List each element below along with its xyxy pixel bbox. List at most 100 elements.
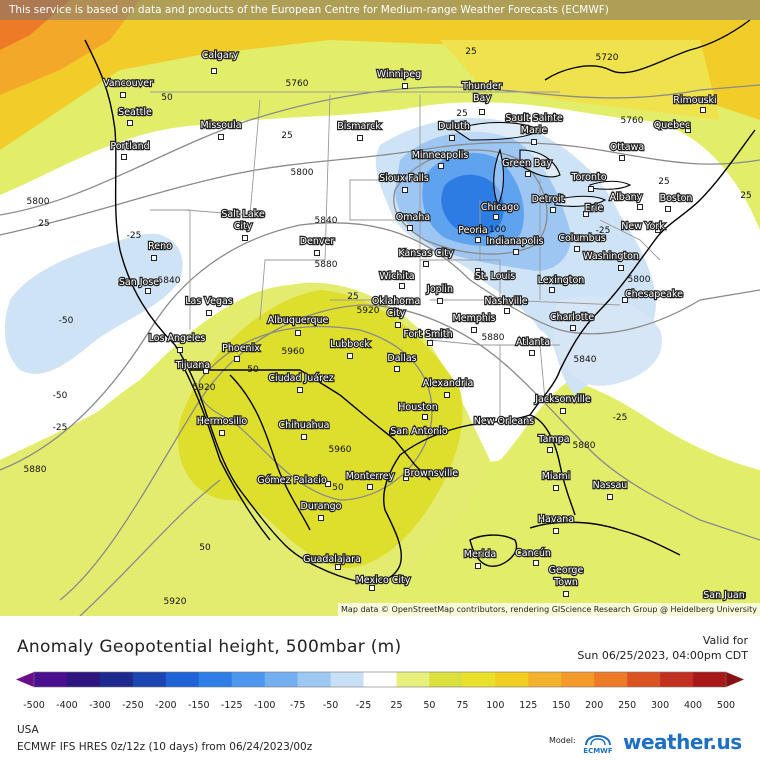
colorbar-segment — [34, 672, 68, 687]
city-marker — [295, 330, 301, 336]
ecmwf-notice: This service is based on data and produc… — [0, 0, 760, 20]
colorbar-segment — [594, 672, 628, 687]
city-label: Town — [553, 577, 578, 588]
city-marker — [127, 120, 133, 126]
city-label: Missoula — [200, 120, 241, 131]
colorbar-tick-label: 250 — [618, 700, 636, 711]
contour-label: -25 — [53, 423, 68, 433]
city-label: Sault Sainte — [505, 113, 562, 124]
contour-label: 50 — [199, 543, 211, 553]
contour-label: 5920 — [193, 383, 216, 393]
city-marker — [402, 187, 408, 193]
colorbar-segment — [495, 672, 529, 687]
colorbar-tick-label: -125 — [221, 700, 243, 711]
colorbar-tick-label: 50 — [423, 700, 435, 711]
city-label: Havana — [538, 514, 574, 525]
contour-label: 50 — [332, 483, 344, 493]
city-marker — [665, 206, 671, 212]
city-marker — [318, 515, 324, 521]
city-marker — [211, 68, 217, 74]
contour-label: 5720 — [596, 53, 619, 63]
city-label: Fort Smith — [403, 329, 452, 340]
city-label: Guadalajara — [303, 554, 361, 565]
city-label: Detroit — [532, 194, 565, 205]
city-marker — [427, 340, 433, 346]
contour-label: 5760 — [286, 79, 309, 89]
city-label: Wichita — [379, 271, 414, 282]
colorbar-tick-label: 300 — [651, 700, 669, 711]
colorbar-segment — [66, 672, 101, 687]
city-marker — [570, 325, 576, 331]
city-label: Ciudad Juárez — [268, 373, 333, 384]
city-marker — [394, 366, 400, 372]
contour-label: 25 — [740, 191, 751, 201]
city-label: Miami — [542, 471, 571, 482]
city-marker — [475, 268, 481, 274]
city-marker — [357, 135, 363, 141]
city-marker — [529, 350, 535, 356]
city-label: Tampa — [537, 434, 569, 445]
contour-label: 25 — [281, 131, 292, 141]
city-label: New York — [621, 221, 665, 232]
anomaly-25-75-band — [0, 0, 760, 150]
city-label: Ottawa — [610, 142, 644, 153]
city-marker — [407, 225, 413, 231]
colorbar-max-arrow — [726, 672, 744, 687]
city-marker — [549, 287, 555, 293]
city-marker — [219, 430, 225, 436]
city-marker — [607, 494, 613, 500]
city-marker — [619, 155, 625, 161]
city-marker — [533, 560, 539, 566]
colorbar-segment — [264, 672, 299, 687]
colorbar-segment — [165, 672, 200, 687]
city-marker — [444, 392, 450, 398]
city-label: Washington — [583, 251, 639, 262]
contour-label: 25 — [38, 219, 49, 229]
city-label: Rimouski — [673, 95, 716, 106]
city-marker — [700, 107, 706, 113]
colorbar-segment — [627, 672, 661, 687]
contour-label: 5920 — [164, 597, 187, 607]
ecmwf-logo-text: ECMWF — [583, 747, 613, 755]
city-label: Chicago — [481, 202, 519, 213]
city-marker — [234, 356, 240, 362]
colorbar-segment — [198, 672, 233, 687]
city-label: Albuquerque — [268, 315, 329, 326]
city-marker — [553, 485, 559, 491]
colorbar-segment — [528, 672, 562, 687]
city-label: Los Angeles — [149, 333, 206, 344]
colorbar-tick-label: 75 — [456, 700, 468, 711]
city-marker — [504, 308, 510, 314]
colorbar-tick-label: 150 — [552, 700, 570, 711]
city-label: Cancún — [515, 548, 551, 559]
colorbar-tick-label: -75 — [290, 700, 306, 711]
city-label: Lexington — [538, 275, 585, 286]
city-marker — [369, 585, 375, 591]
city-marker — [437, 298, 443, 304]
contour-label: 5800 — [628, 275, 651, 285]
city-marker — [206, 310, 212, 316]
city-label: Gómez Palacio — [257, 475, 327, 486]
color-bar: -500 -400 -300 -250 -200 -150 -125 -100 -75 -50 -2… — [16, 671, 744, 711]
map-title: Anomaly Geopotential height, 500mbar (m) — [17, 637, 402, 657]
city-label: Kansas City — [398, 248, 454, 259]
colorbar-segment — [429, 672, 463, 687]
anomaly-negative-light-west — [4, 233, 183, 374]
city-marker — [325, 481, 331, 487]
city-label: Houston — [398, 402, 437, 413]
colorbar-min-arrow — [16, 672, 34, 687]
city-marker — [121, 154, 127, 160]
city-label: Monterrey — [346, 471, 395, 482]
city-label: Boston — [660, 193, 693, 204]
colorbar-tick-label: -500 — [23, 700, 45, 711]
colorbar-segment — [330, 672, 365, 687]
contour-label: -25 — [613, 413, 628, 423]
contour-label: 5880 — [573, 441, 596, 451]
city-label: Durango — [301, 501, 342, 512]
contour-label: 5960 — [329, 445, 352, 455]
city-marker — [574, 246, 580, 252]
colorbar-tick-label: 200 — [585, 700, 603, 711]
city-label: Mexico City — [356, 575, 411, 586]
city-label: Minneapolis — [412, 150, 469, 161]
